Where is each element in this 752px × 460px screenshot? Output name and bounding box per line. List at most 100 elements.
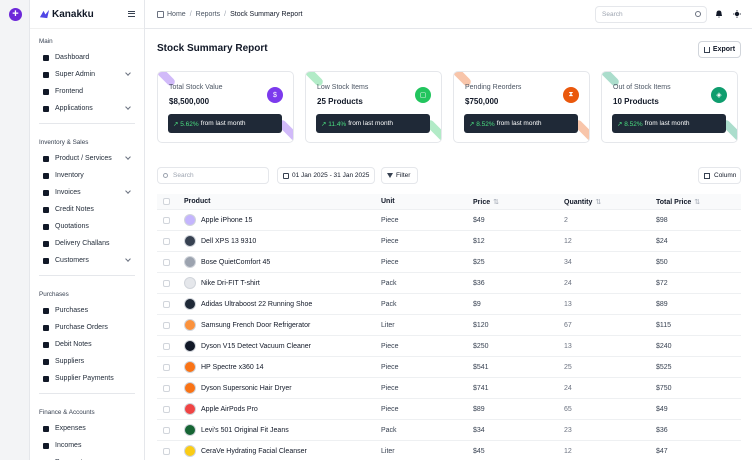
unit-cell: Piece <box>381 405 399 413</box>
nav-icon <box>43 324 49 331</box>
sidebar-item[interactable]: Suppliers <box>30 353 144 370</box>
quantity-cell: 13 <box>564 342 572 350</box>
sidebar-item[interactable]: Incomes <box>30 437 144 454</box>
export-button[interactable]: Export <box>698 41 741 58</box>
sidebar-item[interactable]: Applications <box>30 100 144 117</box>
row-checkbox[interactable] <box>163 342 170 350</box>
table-row[interactable]: Dell XPS 13 9310 Piece $12 12 $24 <box>157 231 741 252</box>
sidebar-item[interactable]: Product / Services <box>30 150 144 167</box>
row-checkbox[interactable] <box>163 321 170 329</box>
sort-icon[interactable]: ⇅ <box>493 198 499 206</box>
sidebar-item[interactable]: Customers <box>30 252 144 269</box>
product-cell[interactable]: CeraVe Hydrating Facial Cleanser <box>184 445 307 457</box>
row-checkbox[interactable] <box>163 279 170 287</box>
filter-bar: Search 01 Jan 2025 - 31 Jan 2025 Filter … <box>157 167 741 185</box>
total-cell: $240 <box>656 342 672 350</box>
product-cell[interactable]: Dyson Supersonic Hair Dryer <box>184 382 292 394</box>
sidebar-item[interactable]: Frontend <box>30 83 144 100</box>
bell-icon[interactable] <box>715 10 723 18</box>
sidebar-item[interactable]: Delivery Challans <box>30 235 144 252</box>
sidebar-item-label: Quotations <box>55 223 89 230</box>
breadcrumb-reports[interactable]: Reports <box>195 10 221 18</box>
table-row[interactable]: Dyson Supersonic Hair Dryer Piece $741 24 $7… <box>157 378 741 399</box>
product-cell[interactable]: Levi's 501 Original Fit Jeans <box>184 424 289 436</box>
sidebar-item[interactable]: Dashboard <box>30 49 144 66</box>
nav-icon <box>43 172 49 179</box>
sidebar-item[interactable]: Inventory <box>30 167 144 184</box>
product-cell[interactable]: Nike Dri-FIT T-shirt <box>184 277 260 289</box>
product-cell[interactable]: Adidas Ultraboost 22 Running Shoe <box>184 298 312 310</box>
chevron-down-icon[interactable] <box>125 154 131 160</box>
menu-toggle-icon[interactable] <box>128 11 135 17</box>
chevron-down-icon[interactable] <box>125 104 131 110</box>
theme-toggle-icon[interactable] <box>733 10 741 18</box>
row-checkbox[interactable] <box>163 447 170 455</box>
stat-trend: ↗ 11.4% from last month <box>316 114 430 133</box>
breadcrumb-home[interactable]: Home <box>167 10 186 18</box>
row-checkbox[interactable] <box>163 426 170 434</box>
brand-logo-icon <box>39 9 50 18</box>
product-cell[interactable]: Apple iPhone 15 <box>184 214 252 226</box>
row-checkbox[interactable] <box>163 300 170 308</box>
header-price-label: Price <box>473 198 491 206</box>
table-row[interactable]: CeraVe Hydrating Facial Cleanser Liter $45… <box>157 441 741 460</box>
sidebar-item[interactable]: Payments <box>30 454 144 460</box>
select-all-checkbox[interactable] <box>163 198 170 205</box>
stat-value: $8,500,000 <box>169 97 210 106</box>
sidebar-item[interactable]: Quotations <box>30 218 144 235</box>
row-checkbox[interactable] <box>163 258 170 266</box>
row-checkbox[interactable] <box>163 363 170 371</box>
product-cell[interactable]: Apple AirPods Pro <box>184 403 258 415</box>
column-button[interactable]: Column <box>698 167 741 184</box>
product-thumbnail <box>184 277 196 289</box>
product-cell[interactable]: Bose QuietComfort 45 <box>184 256 270 268</box>
table-row[interactable]: Apple iPhone 15 Piece $49 2 $98 <box>157 210 741 231</box>
top-search-input[interactable]: Search <box>595 6 707 23</box>
price-cell: $741 <box>473 384 489 392</box>
sort-icon[interactable]: ⇅ <box>694 198 701 206</box>
home-icon[interactable] <box>157 10 164 18</box>
date-range-picker[interactable]: 01 Jan 2025 - 31 Jan 2025 <box>277 167 375 184</box>
sidebar-item[interactable]: Supplier Payments <box>30 370 144 387</box>
table-row[interactable]: HP Spectre x360 14 Piece $541 25 $525 <box>157 357 741 378</box>
add-icon[interactable]: + <box>9 8 22 21</box>
sort-icon[interactable]: ⇅ <box>595 198 602 206</box>
hourglass-icon: ⧗ <box>563 87 579 103</box>
header-price[interactable]: Price ⇅ <box>473 198 499 206</box>
table-row[interactable]: Nike Dri-FIT T-shirt Pack $36 24 $72 <box>157 273 741 294</box>
table-row[interactable]: Dyson V15 Detect Vacuum Cleaner Piece $250… <box>157 336 741 357</box>
product-cell[interactable]: Dell XPS 13 9310 <box>184 235 256 247</box>
table-row[interactable]: Apple AirPods Pro Piece $89 65 $49 <box>157 399 741 420</box>
row-checkbox[interactable] <box>163 405 170 413</box>
topbar: Home / Reports / Stock Summary Report Se… <box>145 0 752 29</box>
sidebar-item[interactable]: Purchases <box>30 302 144 319</box>
sidebar-item[interactable]: Credit Notes <box>30 201 144 218</box>
product-thumbnail <box>184 340 196 352</box>
table-row[interactable]: Adidas Ultraboost 22 Running Shoe Pack $9 1… <box>157 294 741 315</box>
chevron-down-icon[interactable] <box>125 70 131 76</box>
breadcrumb-separator: / <box>189 10 192 18</box>
filter-button[interactable]: Filter <box>381 167 418 184</box>
product-name: Samsung French Door Refrigerator <box>201 321 311 329</box>
row-checkbox[interactable] <box>163 384 170 392</box>
table-row[interactable]: Levi's 501 Original Fit Jeans Pack $34 23 $3… <box>157 420 741 441</box>
chevron-down-icon[interactable] <box>125 256 131 262</box>
table-row[interactable]: Samsung French Door Refrigerator Liter $12… <box>157 315 741 336</box>
sidebar-item[interactable]: Expenses <box>30 420 144 437</box>
row-checkbox[interactable] <box>163 216 170 224</box>
sidebar-item[interactable]: Purchase Orders <box>30 319 144 336</box>
product-cell[interactable]: Dyson V15 Detect Vacuum Cleaner <box>184 340 311 352</box>
table-row[interactable]: Bose QuietComfort 45 Piece $25 34 $50 <box>157 252 741 273</box>
product-name: Apple AirPods Pro <box>201 405 258 413</box>
row-checkbox[interactable] <box>163 237 170 245</box>
product-cell[interactable]: HP Spectre x360 14 <box>184 361 264 373</box>
chevron-down-icon[interactable] <box>125 188 131 194</box>
sidebar-item[interactable]: Debit Notes <box>30 336 144 353</box>
header-quantity[interactable]: Quantity ⇅ <box>564 198 601 206</box>
sidebar-item[interactable]: Super Admin <box>30 66 144 83</box>
product-cell[interactable]: Samsung French Door Refrigerator <box>184 319 310 331</box>
sidebar-item[interactable]: Invoices <box>30 184 144 201</box>
product-name: Levi's 501 Original Fit Jeans <box>201 426 289 434</box>
header-total[interactable]: Total Price ⇅ <box>656 198 700 206</box>
table-search-input[interactable]: Search <box>157 167 269 184</box>
